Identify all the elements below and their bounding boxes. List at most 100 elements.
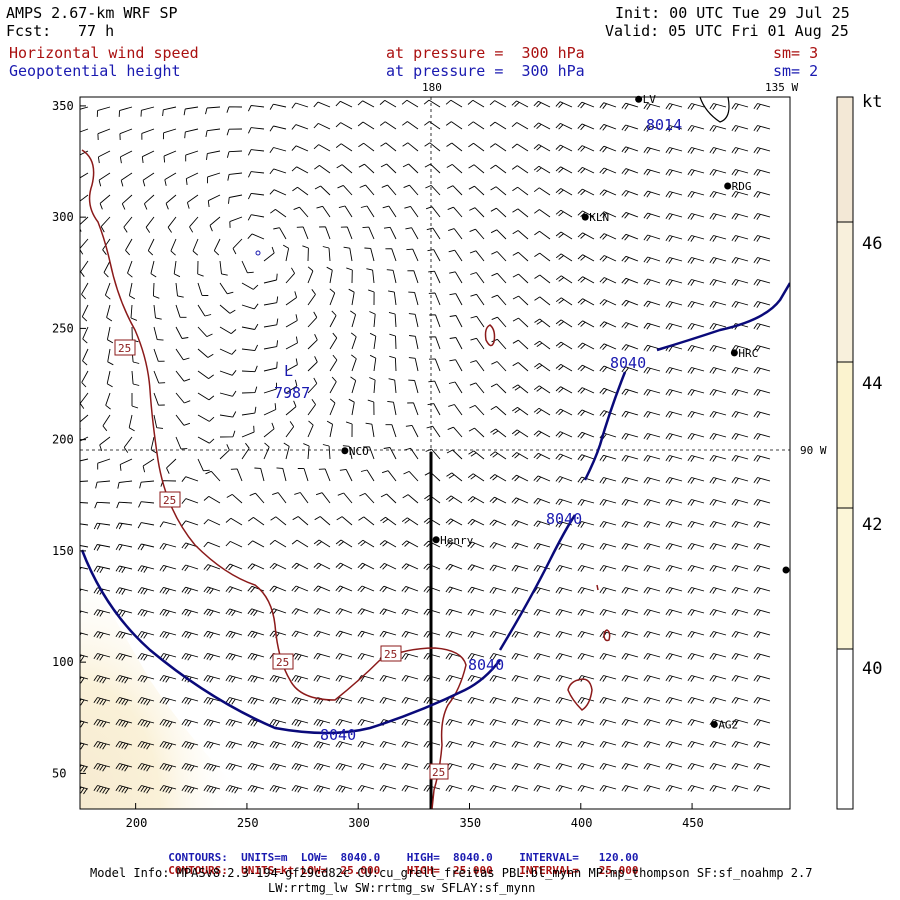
wind-barb — [687, 213, 705, 220]
wind-barb — [449, 315, 463, 328]
wind-barb — [93, 544, 111, 551]
wind-barb — [137, 609, 155, 617]
wind-barb — [445, 518, 463, 526]
wind-barb — [403, 470, 419, 482]
wind-barb — [357, 608, 375, 615]
model-info-physics: LW:rrtmg_lw SW:rrtmg_sw SFLAY:sf_mynn — [268, 881, 536, 895]
wind-barb — [362, 226, 375, 240]
wind-barb — [153, 348, 165, 362]
wind-barb — [307, 311, 318, 328]
wind-barb — [225, 741, 243, 749]
wind-barb — [533, 697, 551, 704]
wind-barb — [115, 653, 133, 661]
wind-barb — [357, 697, 375, 704]
wind-barb — [326, 420, 334, 438]
wind-barb — [181, 476, 199, 482]
wind-barb — [753, 169, 771, 176]
wind-barb — [577, 741, 595, 748]
wind-barb — [533, 631, 551, 638]
wind-barb — [115, 675, 133, 684]
model-info: Model Info: MPASv8.2.3-194-gf29cd82c CU:… — [90, 866, 813, 880]
wind-barb — [313, 719, 331, 727]
wind-barb — [753, 191, 771, 198]
station-markers: NCO Henry KLN RDG HRC AG2 LV — [341, 93, 758, 731]
wind-barb — [247, 540, 265, 548]
wind-barb — [555, 609, 573, 616]
wind-barb — [555, 431, 573, 438]
wind-barb — [511, 143, 529, 152]
wind-barb — [533, 675, 551, 682]
wind-barb — [335, 585, 353, 593]
station-label: Henry — [440, 534, 473, 547]
wind-barb — [159, 675, 177, 683]
wind-barb — [449, 337, 463, 350]
wind-barb — [468, 427, 485, 438]
wind-barb — [183, 106, 199, 116]
wind-barb — [577, 587, 595, 594]
wind-barb — [425, 448, 441, 460]
wind-barb — [115, 785, 133, 794]
wind-barb — [665, 697, 683, 704]
wind-barb — [709, 477, 727, 484]
wind-barb — [313, 608, 331, 615]
wind-barb — [753, 433, 771, 440]
wind-barb — [197, 414, 215, 422]
wind-barb — [665, 433, 683, 440]
wind-barb — [533, 452, 551, 460]
wind-barb — [446, 449, 463, 460]
wind-barb — [130, 304, 138, 321]
wind-barb — [577, 101, 595, 109]
wind-barb — [753, 323, 771, 330]
wind-barb — [401, 719, 419, 726]
wind-barb — [131, 370, 140, 386]
wind-label-25-2: 25 — [163, 494, 176, 507]
wind-barb — [643, 697, 661, 704]
wind-barb — [491, 316, 507, 328]
wind-barb — [491, 272, 507, 284]
wind-barb — [621, 653, 639, 660]
wind-barb — [93, 522, 111, 530]
wind-barb — [445, 563, 463, 571]
wind-barb — [181, 586, 199, 595]
wind-barb — [313, 539, 331, 548]
wind-barb — [731, 301, 749, 308]
field2-level: at pressure = 300 hPa — [386, 62, 585, 80]
colorbar-segment-4 — [837, 508, 853, 649]
height-label-8040-4: 8040 — [610, 354, 646, 372]
meridian-180-label: 180 — [422, 81, 442, 94]
wind-barb — [643, 719, 661, 726]
wind-barb — [731, 367, 749, 374]
wind-barb — [577, 232, 595, 240]
wind-barb — [119, 458, 133, 471]
wind-barb — [731, 433, 749, 440]
wind-barb — [555, 188, 573, 196]
wind-barb — [599, 365, 617, 373]
wind-barb — [512, 295, 529, 306]
wind-barb — [621, 299, 639, 307]
wind-barb — [665, 477, 683, 484]
wind-barb — [577, 454, 595, 461]
wind-barb — [402, 121, 419, 130]
wind-barb — [282, 244, 290, 262]
wind-barb — [93, 565, 111, 574]
wind-barb — [389, 333, 397, 350]
wind-barb — [489, 653, 507, 660]
wind-barb — [181, 630, 199, 639]
wind-barb — [643, 212, 661, 220]
wind-barb — [468, 450, 485, 460]
wind-barb — [167, 216, 177, 233]
wind-barb — [197, 304, 212, 317]
wind-barb — [709, 433, 727, 440]
wind-barb — [408, 291, 419, 306]
wind-barb — [511, 763, 529, 770]
wind-barb — [643, 278, 661, 286]
wind-barb — [319, 226, 331, 240]
wind-barb — [80, 588, 89, 593]
wind-label-box-4 — [380, 645, 402, 662]
wind-barb — [115, 741, 133, 750]
wind-barb — [313, 122, 331, 130]
wind-barb — [469, 382, 485, 394]
wind-barb — [159, 586, 177, 595]
wind-barb — [314, 165, 331, 174]
wind-barb — [555, 675, 573, 682]
